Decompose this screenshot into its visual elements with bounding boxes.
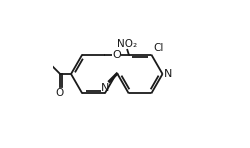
Text: O: O bbox=[112, 50, 121, 59]
Text: O: O bbox=[56, 88, 64, 98]
Text: N: N bbox=[163, 69, 172, 79]
Text: N: N bbox=[100, 83, 108, 93]
Text: NO₂: NO₂ bbox=[117, 39, 137, 49]
Text: Cl: Cl bbox=[152, 43, 163, 53]
